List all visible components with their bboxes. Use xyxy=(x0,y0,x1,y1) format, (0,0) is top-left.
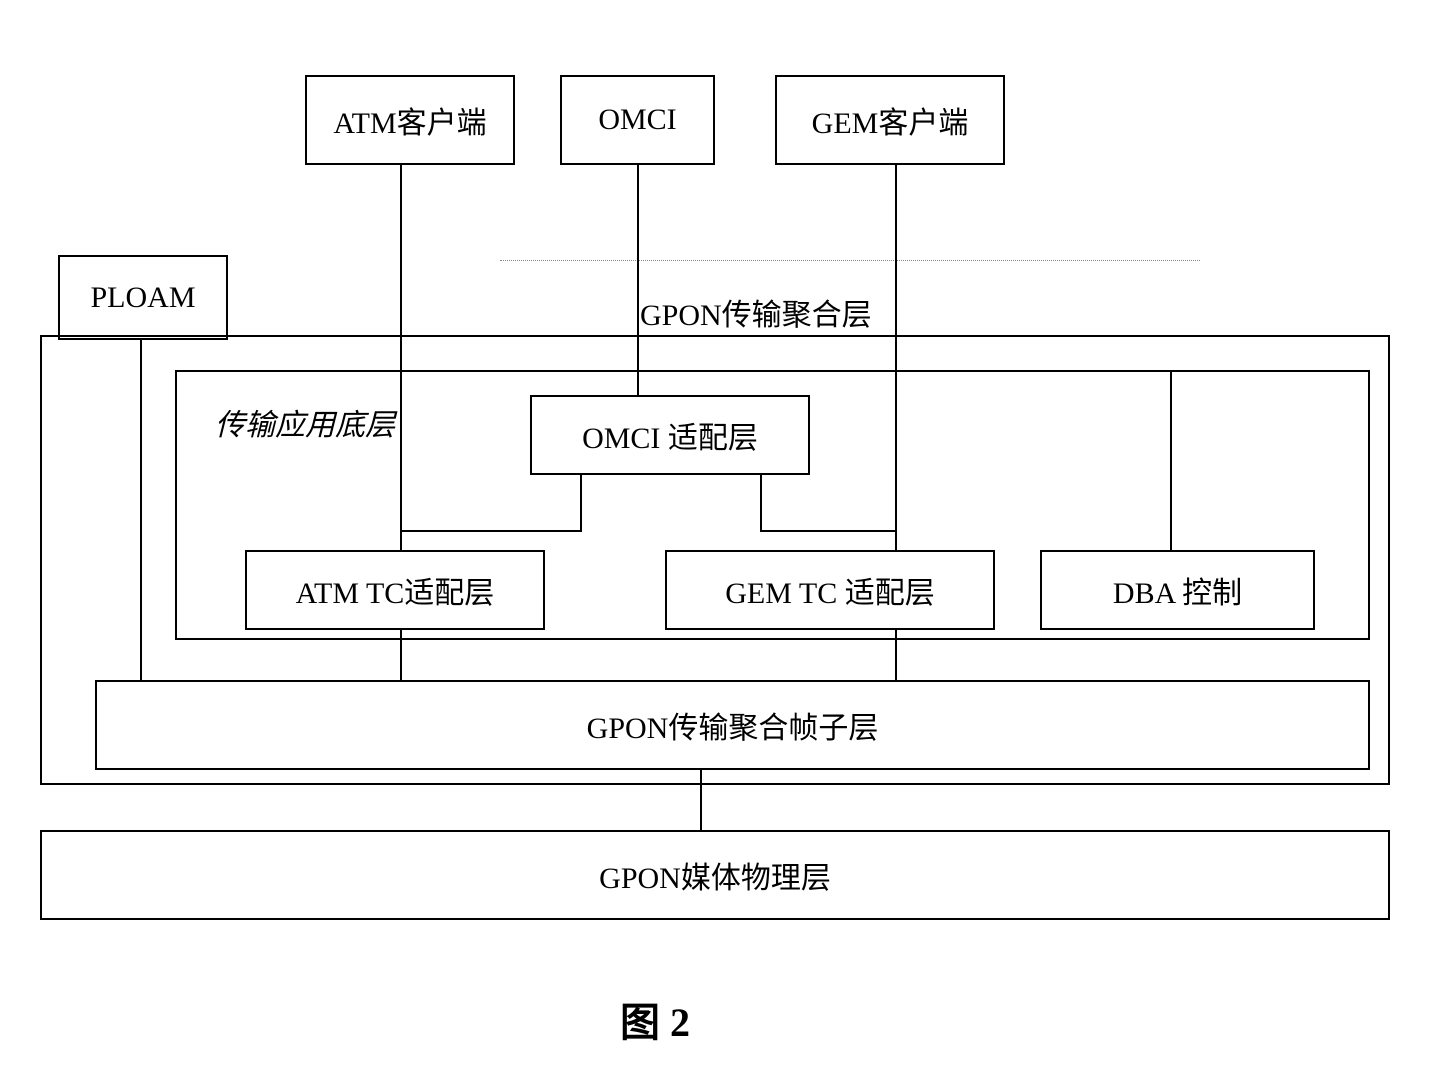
gem-client-label: GEM客户端 xyxy=(812,98,969,142)
dotted-separator xyxy=(500,260,1200,261)
dba-control-box: DBA 控制 xyxy=(1040,550,1315,630)
gpon-architecture-diagram: ATM客户端 OMCI GEM客户端 PLOAM GPON传输聚合层 传输应用底… xyxy=(0,0,1433,1087)
atm-tc-label: ATM TC适配层 xyxy=(296,568,495,612)
dba-control-label: DBA 控制 xyxy=(1113,568,1242,612)
ploam-box: PLOAM xyxy=(58,255,228,340)
physical-layer-box: GPON媒体物理层 xyxy=(40,830,1390,920)
ploam-connector xyxy=(140,340,142,680)
gtc-frame-label: GPON传输聚合帧子层 xyxy=(587,703,879,747)
app-sublayer-label: 传输应用底层 xyxy=(215,400,395,444)
physical-layer-label: GPON媒体物理层 xyxy=(599,853,831,897)
gtc-frame-sublayer-box: GPON传输聚合帧子层 xyxy=(95,680,1370,770)
gtc-layer-title: GPON传输聚合层 xyxy=(640,290,872,334)
frame-to-physical xyxy=(700,770,702,830)
gem-client-box: GEM客户端 xyxy=(775,75,1005,165)
omci-connector xyxy=(637,165,639,395)
gem-tc-box: GEM TC 适配层 xyxy=(665,550,995,630)
omci-client-label: OMCI xyxy=(598,103,676,137)
omci-adapter-label: OMCI 适配层 xyxy=(582,413,758,457)
atm-client-label: ATM客户端 xyxy=(333,98,486,142)
omci-client-box: OMCI xyxy=(560,75,715,165)
omci-adapter-box: OMCI 适配层 xyxy=(530,395,810,475)
gem-tc-label: GEM TC 适配层 xyxy=(725,568,934,612)
figure-caption: 图 2 xyxy=(620,990,690,1048)
ploam-label: PLOAM xyxy=(90,281,195,315)
atm-tc-box: ATM TC适配层 xyxy=(245,550,545,630)
atm-client-box: ATM客户端 xyxy=(305,75,515,165)
